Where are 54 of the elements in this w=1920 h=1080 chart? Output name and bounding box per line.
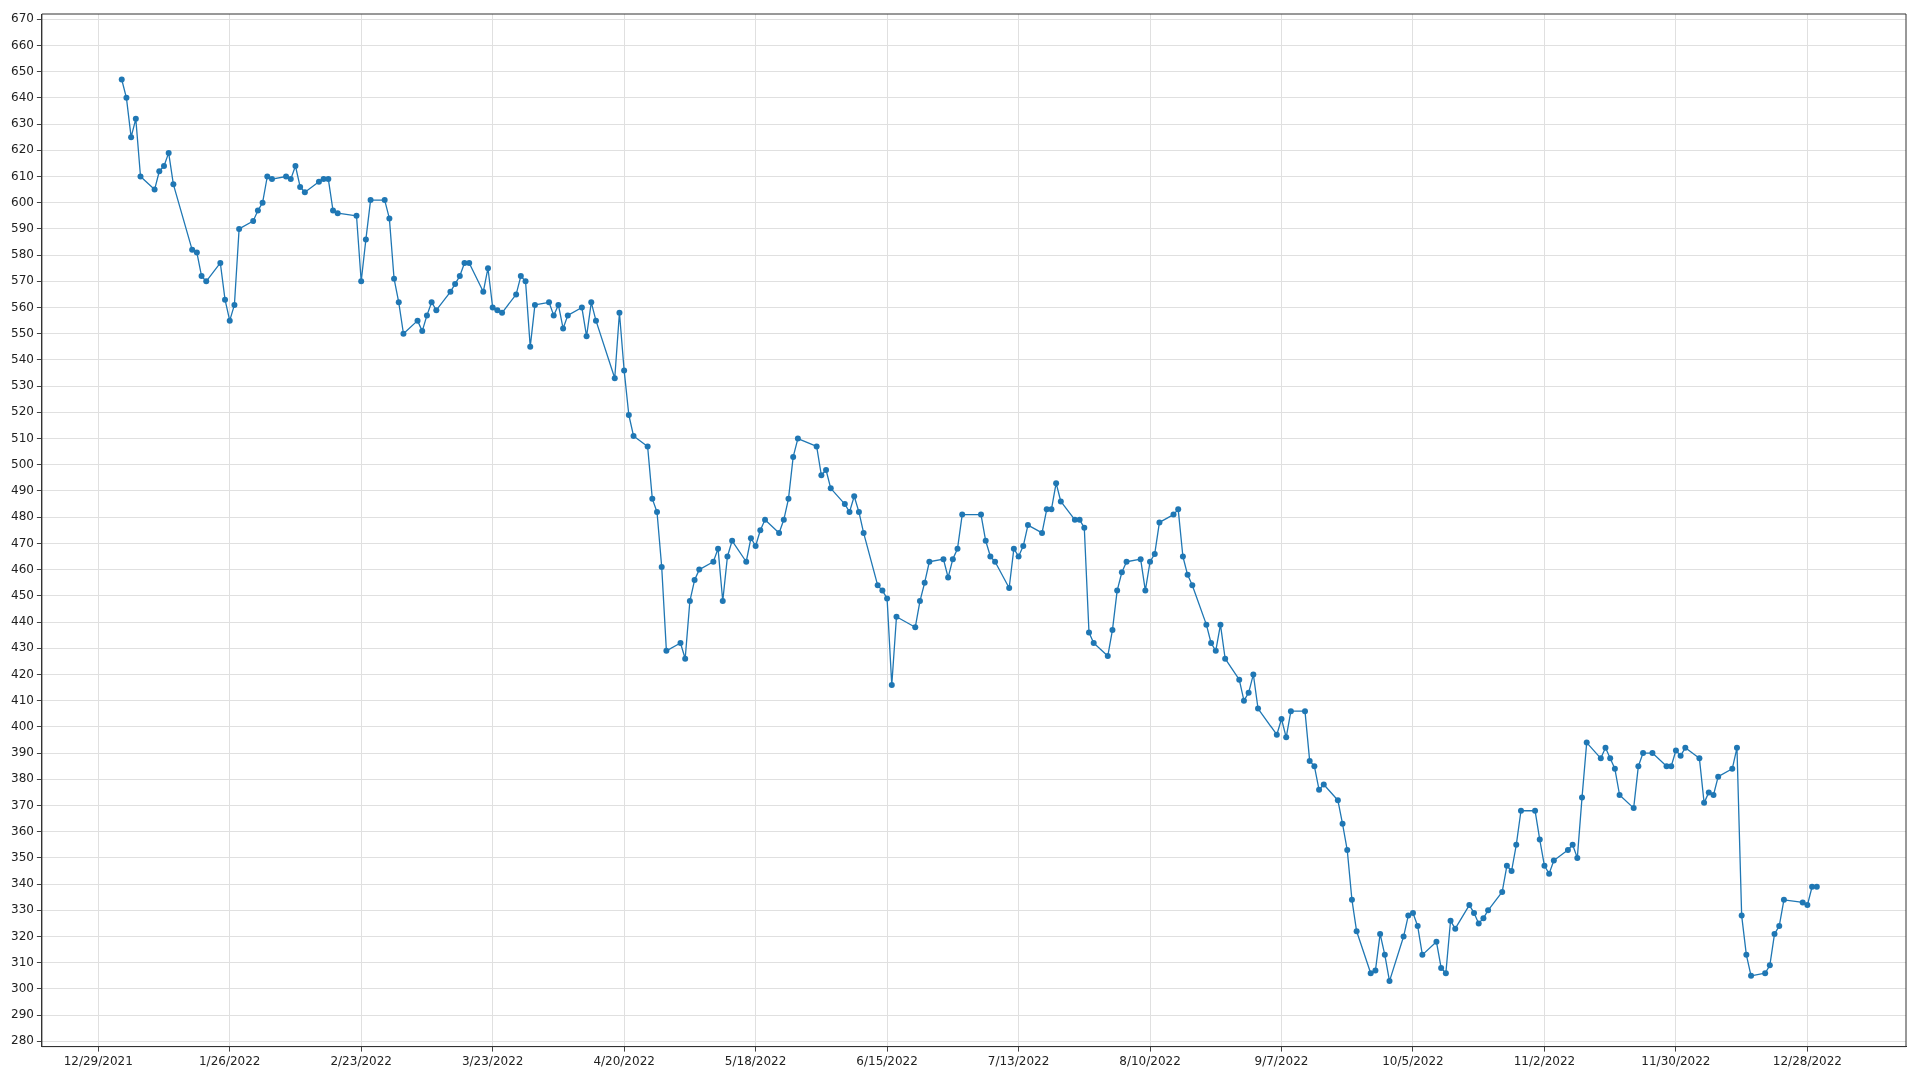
x-tick-label: 12/28/2022 — [1772, 1053, 1842, 1068]
y-tick-label: 550 — [11, 325, 34, 340]
y-tick-label: 620 — [11, 142, 34, 157]
y-tick-label: 430 — [11, 640, 34, 655]
y-tick-label: 590 — [11, 221, 34, 236]
y-tick-label: 530 — [11, 378, 34, 393]
y-tick-label: 440 — [11, 614, 34, 629]
y-tick-label: 630 — [11, 116, 34, 131]
x-tick-label: 10/5/2022 — [1382, 1053, 1444, 1068]
y-tick-label: 580 — [11, 247, 34, 262]
y-tick-label: 490 — [11, 483, 34, 498]
y-tick-label: 510 — [11, 430, 34, 445]
y-tick-label: 350 — [11, 850, 34, 865]
y-tick-label: 520 — [11, 404, 34, 419]
y-tick-label: 660 — [11, 37, 34, 52]
y-tick-label: 310 — [11, 954, 34, 969]
x-tick-label: 5/18/2022 — [724, 1053, 787, 1068]
x-tick-label: 11/2/2022 — [1513, 1053, 1576, 1068]
y-tick-label: 610 — [11, 168, 34, 183]
x-tick-label: 4/20/2022 — [593, 1053, 655, 1068]
y-tick-label: 650 — [11, 63, 34, 78]
y-tick-label: 570 — [11, 273, 34, 288]
x-tick-label: 3/23/2022 — [461, 1053, 524, 1068]
y-tick-label: 470 — [11, 535, 34, 550]
y-tick-label: 390 — [11, 745, 34, 760]
x-tick-label: 11/30/2022 — [1641, 1053, 1711, 1068]
y-tick-label: 300 — [11, 981, 34, 996]
y-tick-label: 340 — [11, 876, 34, 891]
y-tick-label: 290 — [11, 1007, 34, 1022]
y-tick-label: 480 — [11, 509, 34, 524]
y-tick-label: 280 — [11, 1033, 34, 1048]
y-tick-label: 450 — [11, 587, 34, 602]
y-tick-label: 410 — [11, 692, 34, 707]
x-tick-label: 8/10/2022 — [1119, 1053, 1181, 1068]
y-tick-label: 670 — [11, 11, 34, 26]
y-tick-label: 420 — [11, 666, 34, 681]
y-tick-label: 460 — [11, 561, 34, 576]
x-tick-label: 12/29/2021 — [63, 1053, 133, 1068]
y-tick-label: 540 — [11, 352, 34, 367]
x-tick-label: 6/15/2022 — [856, 1053, 918, 1068]
y-tick-label: 400 — [11, 718, 34, 733]
y-tick-label: 370 — [11, 797, 34, 812]
x-tick-label: 7/13/2022 — [987, 1053, 1050, 1068]
y-tick-label: 360 — [11, 823, 34, 838]
x-tick-label: 9/7/2022 — [1254, 1053, 1309, 1068]
y-tick-label: 600 — [11, 194, 34, 209]
y-tick-label: 380 — [11, 771, 34, 786]
y-tick-label: 560 — [11, 299, 34, 314]
y-tick-label: 320 — [11, 928, 34, 943]
x-tick-label: 2/23/2022 — [330, 1053, 392, 1068]
y-tick-label: 500 — [11, 456, 34, 471]
x-tick-label: 1/26/2022 — [198, 1053, 261, 1068]
y-tick-label: 640 — [11, 89, 34, 104]
y-tick-label: 330 — [11, 902, 34, 917]
